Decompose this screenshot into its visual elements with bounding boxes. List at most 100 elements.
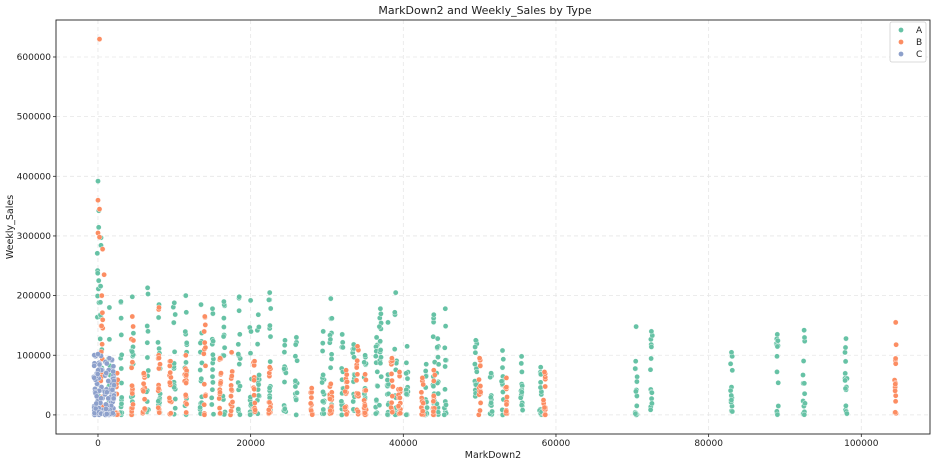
data-point-a: [155, 314, 162, 321]
data-point-b: [892, 355, 899, 362]
data-point-b: [477, 407, 483, 414]
data-point-a: [144, 284, 151, 291]
data-point-a: [293, 412, 300, 418]
data-point-b: [251, 358, 258, 365]
data-point-a: [800, 358, 807, 364]
data-point-a: [319, 348, 326, 354]
data-point-a: [384, 411, 391, 418]
data-point-a: [267, 358, 274, 365]
data-point-a: [221, 344, 228, 351]
data-point-c: [109, 386, 116, 393]
data-point-a: [378, 354, 384, 361]
data-point-b: [396, 369, 403, 375]
data-point-c: [93, 400, 100, 407]
data-point-a: [774, 369, 780, 375]
data-point-b: [892, 319, 899, 326]
data-point-a: [327, 364, 334, 371]
data-point-a: [210, 411, 217, 418]
data-point-a: [208, 394, 215, 401]
data-point-a: [435, 354, 441, 360]
data-point-b: [217, 355, 223, 362]
data-point-a: [292, 341, 299, 348]
data-point-a: [171, 384, 177, 391]
data-point-a: [266, 289, 273, 296]
data-point-b: [362, 371, 368, 378]
data-point-a: [145, 367, 152, 374]
data-point-b: [201, 313, 208, 320]
y-tick-label: 500000: [17, 113, 52, 123]
data-point-a: [281, 349, 288, 355]
data-point-a: [801, 390, 808, 397]
data-point-a: [403, 411, 410, 418]
data-point-a: [320, 406, 327, 413]
data-point-b: [130, 337, 137, 344]
data-point-b: [157, 361, 163, 368]
data-point-a: [95, 178, 101, 184]
data-point-b: [430, 408, 437, 415]
data-point-a: [145, 328, 151, 335]
data-point-b: [308, 394, 315, 401]
data-point-c: [105, 378, 112, 384]
data-point-b: [217, 389, 223, 396]
data-point-b: [99, 316, 106, 323]
data-point-a: [247, 411, 253, 418]
data-point-a: [517, 394, 524, 401]
data-point-a: [210, 338, 216, 345]
y-tick-label: 300000: [17, 232, 52, 242]
data-point-a: [118, 365, 125, 372]
data-point-a: [647, 406, 654, 413]
data-point-b: [96, 36, 103, 42]
x-tick-label: 40000: [389, 439, 418, 449]
data-point-a: [649, 400, 655, 407]
data-points: [90, 36, 899, 418]
data-point-a: [801, 327, 807, 334]
data-point-b: [342, 404, 348, 411]
data-point-c: [103, 411, 110, 417]
data-point-a: [441, 411, 448, 418]
data-point-b: [183, 401, 190, 407]
data-point-b: [540, 397, 547, 403]
data-point-a: [842, 349, 848, 356]
data-point-b: [99, 341, 105, 348]
data-point-b: [420, 400, 427, 406]
data-point-a: [145, 291, 151, 297]
data-point-b: [130, 401, 136, 408]
data-point-b: [389, 377, 395, 384]
data-point-a: [209, 386, 216, 393]
data-point-a: [843, 335, 849, 342]
data-point-a: [281, 342, 288, 349]
data-point-a: [518, 402, 525, 408]
data-point-a: [391, 346, 398, 352]
legend-label-a: A: [916, 26, 923, 36]
data-point-a: [842, 344, 849, 351]
data-point-b: [251, 377, 257, 384]
data-point-b: [183, 409, 189, 416]
data-point-b: [430, 392, 437, 399]
data-point-a: [350, 398, 357, 405]
data-point-a: [208, 401, 215, 408]
data-point-a: [518, 360, 525, 367]
data-point-b: [217, 410, 223, 417]
data-point-b: [201, 328, 207, 335]
data-point-a: [172, 311, 178, 318]
data-point-b: [228, 393, 234, 399]
data-point-b: [395, 403, 402, 409]
data-point-a: [294, 389, 300, 396]
data-point-a: [282, 337, 288, 344]
data-point-b: [327, 407, 334, 414]
data-point-b: [129, 359, 136, 366]
data-point-a: [94, 250, 101, 257]
data-point-b: [355, 390, 362, 397]
x-tick-label: 60000: [542, 439, 571, 449]
x-axis-label: MarkDown2: [465, 450, 521, 461]
data-point-b: [202, 393, 209, 399]
data-point-a: [435, 390, 442, 397]
data-point-b: [228, 349, 235, 356]
data-point-a: [487, 394, 494, 401]
data-point-b: [202, 362, 209, 369]
legend-label-c: C: [916, 50, 922, 60]
data-point-a: [442, 357, 449, 364]
y-tick-label: 600000: [17, 53, 52, 63]
data-point-a: [377, 338, 384, 345]
data-point-a: [183, 359, 189, 366]
